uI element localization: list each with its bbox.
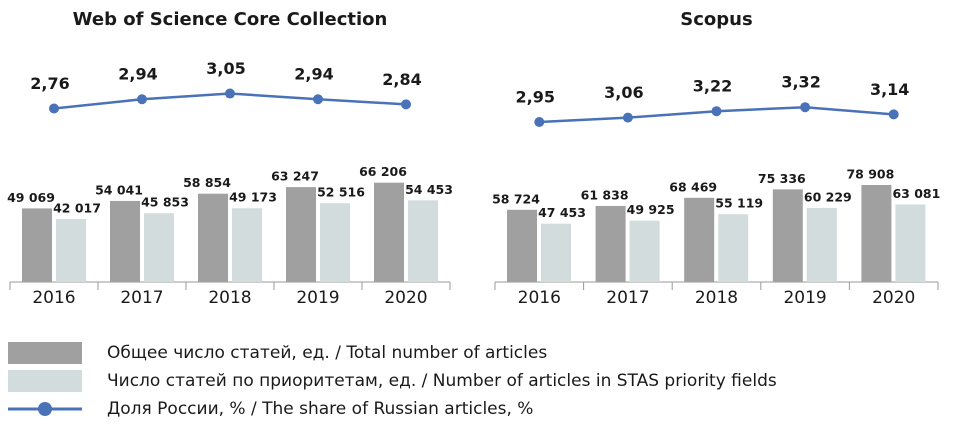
- bar: [861, 184, 892, 282]
- x-tick-label: 2019: [296, 288, 339, 308]
- bar-label: 66 206: [359, 164, 407, 179]
- bar-label: 75 336: [758, 171, 806, 186]
- x-tick-label: 2020: [384, 288, 427, 308]
- bar: [595, 205, 626, 282]
- x-tick-label: 2019: [783, 288, 826, 308]
- share-point: [622, 112, 633, 123]
- bar: [374, 182, 404, 282]
- bar: [56, 218, 86, 282]
- bar: [286, 187, 316, 282]
- share-point: [888, 109, 899, 120]
- bar: [684, 197, 715, 282]
- chart-title: Web of Science Core Collection: [73, 9, 388, 30]
- bar: [408, 200, 438, 282]
- chart-title: Scopus: [680, 9, 752, 30]
- x-tick-label: 2017: [120, 288, 163, 308]
- bar-label: 63 247: [271, 169, 319, 184]
- bar: [541, 223, 571, 282]
- bar: [895, 204, 926, 282]
- bar-label: 45 853: [141, 195, 189, 210]
- x-tick-label: 2016: [518, 288, 561, 308]
- bar: [22, 208, 52, 282]
- bar-label: 54 453: [405, 182, 453, 197]
- share-label: 2,95: [516, 88, 555, 107]
- bar: [110, 200, 140, 282]
- share-point: [225, 88, 235, 99]
- bar-label: 54 041: [95, 182, 143, 197]
- bar: [806, 207, 837, 282]
- bar-label: 63 081: [892, 186, 940, 201]
- share-point: [711, 106, 722, 117]
- bar: [198, 193, 228, 282]
- legend-swatch: [8, 370, 82, 392]
- bar: [718, 214, 749, 282]
- bar-label: 58 724: [492, 191, 540, 206]
- share-point: [313, 94, 323, 105]
- share-point: [49, 103, 59, 114]
- bar: [772, 189, 803, 282]
- share-label: 3,14: [870, 80, 909, 99]
- bar-label: 60 229: [804, 189, 852, 204]
- bar-label: 49 069: [7, 190, 55, 205]
- share-label: 2,94: [118, 65, 157, 84]
- x-tick-label: 2020: [872, 288, 915, 308]
- bar-label: 49 925: [627, 202, 675, 217]
- share-label: 3,22: [693, 77, 732, 96]
- x-tick-label: 2018: [695, 288, 738, 308]
- x-tick-label: 2016: [32, 288, 75, 308]
- legend-dot: [38, 402, 52, 416]
- share-label: 3,05: [206, 59, 245, 78]
- x-tick-label: 2018: [208, 288, 251, 308]
- share-point: [137, 94, 147, 105]
- bar: [320, 203, 350, 282]
- bar-label: 42 017: [53, 200, 101, 215]
- bar: [629, 220, 660, 282]
- legend-label: Доля России, % / The share of Russian ar…: [107, 399, 533, 419]
- share-label: 2,94: [294, 65, 333, 84]
- share-label: 2,76: [30, 74, 69, 93]
- bar-label: 49 173: [229, 190, 277, 205]
- bar-label: 52 516: [317, 185, 365, 200]
- bar-label: 55 119: [715, 196, 763, 211]
- bar-label: 78 908: [846, 166, 894, 181]
- x-tick-label: 2017: [606, 288, 649, 308]
- bar-label: 61 838: [581, 187, 629, 202]
- share-label: 3,06: [604, 83, 643, 102]
- share-point: [800, 102, 811, 113]
- bar-label: 58 854: [183, 175, 231, 190]
- share-point: [401, 99, 411, 110]
- bar-label: 68 469: [669, 179, 717, 194]
- bar: [144, 213, 174, 282]
- legend-label: Общее число статей, ед. / Total number o…: [107, 343, 547, 363]
- share-label: 2,84: [382, 70, 421, 89]
- bar: [232, 208, 262, 282]
- bar-label: 47 453: [538, 205, 586, 220]
- share-label: 3,32: [781, 73, 820, 92]
- bar: [507, 209, 537, 282]
- legend-label: Число статей по приоритетам, ед. / Numbe…: [107, 371, 777, 391]
- legend-swatch: [8, 342, 82, 364]
- share-point: [534, 117, 545, 127]
